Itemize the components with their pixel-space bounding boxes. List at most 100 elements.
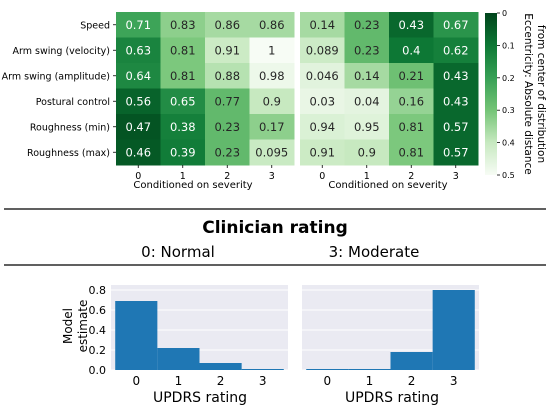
colorbar-tick-label: 0.5	[502, 171, 515, 180]
heatmap-cell-value: 0.98	[259, 69, 285, 83]
y-tick-label: Postural control	[36, 97, 110, 108]
heatmap-cell-value: 0.21	[398, 69, 424, 83]
heatmap-cell-value: 0.81	[398, 120, 424, 134]
heatmap-cell	[300, 37, 345, 64]
heatmap-cell-value: 0.23	[214, 145, 240, 159]
heatmap-cell	[160, 114, 206, 140]
heatmap-1-xlabel: Conditioned on severity	[133, 180, 252, 191]
heatmap-cell-value: 0.62	[443, 43, 469, 57]
heatmap-cell-value: 0.16	[398, 94, 424, 108]
heatmap-severity-0-3: 0.71 0.83 0.86 0.860.63 0.81 0.91 10.64 0.81 0.8…	[2, 12, 295, 182]
y-tick-label: Arm swing (amplitude)	[2, 71, 110, 82]
colorbar-gradient	[485, 13, 497, 175]
x-tick-label: 3	[259, 374, 267, 388]
heatmap-cell	[160, 88, 206, 115]
heatmap-cell-value: 0.14	[309, 18, 335, 32]
bar	[348, 369, 391, 370]
heatmap-cell	[433, 88, 479, 115]
x-tick-label: 3	[269, 171, 275, 182]
colorbar: 0 0.1 0.2 0.3 0.4 0.5 Eccentricity: Absolute …	[485, 9, 547, 180]
heatmap-cell-value: 0.38	[170, 120, 196, 134]
heatmap-cell-value: 0.81	[170, 43, 196, 57]
heatmap-cell	[205, 63, 250, 89]
heatmap-cell	[160, 37, 206, 64]
heatmap-cell	[249, 114, 295, 140]
heatmap-cell	[433, 37, 479, 64]
heatmap-cell	[116, 63, 161, 89]
heatmap-cell-value: 0.089	[306, 43, 339, 57]
heatmap-cell-value: 0.91	[309, 145, 335, 159]
heatmap-cell	[433, 12, 479, 38]
heatmap-cell	[205, 12, 250, 38]
right-panel-title: 3: Moderate	[329, 243, 420, 261]
heatmap-severity-3: 0.14 0.23 0.43 0.67 0.089 0.23 0.4 0.62 0.046 0.1…	[300, 12, 479, 182]
heatmap-cell	[389, 114, 434, 140]
x-tick-label: 2	[408, 171, 414, 182]
colorbar-ticks: 0 0.1 0.2 0.3 0.4 0.5	[497, 9, 515, 180]
heatmap-2-xlabel: Conditioned on severity	[328, 180, 447, 191]
heatmap-cell-value: 0.88	[214, 69, 240, 83]
x-tick-label: 3	[450, 374, 458, 388]
x-tick-label: 1	[175, 374, 183, 388]
heatmap-cell-value: 0.17	[259, 120, 285, 134]
x-tick-label: 0	[132, 374, 140, 388]
left-panel-title: 0: Normal	[141, 243, 215, 261]
heatmap-cell	[116, 37, 161, 64]
heatmap-cell-value: 0.81	[398, 145, 424, 159]
heatmap-cell-value: 0.47	[125, 120, 151, 134]
section-title: Clinician rating	[202, 218, 348, 238]
colorbar-label-line2: from center of distribution	[535, 25, 547, 163]
x-tick-label: 3	[453, 171, 459, 182]
heatmap-cell-value: 0.56	[125, 94, 151, 108]
heatmap-cell-value: 0.04	[354, 94, 380, 108]
colorbar-tick-label: 0.1	[502, 41, 515, 50]
bar	[115, 301, 158, 370]
x-tick-label: 0	[323, 374, 331, 388]
bar	[306, 369, 349, 370]
y-tick-label: Arm swing (velocity)	[13, 46, 110, 57]
heatmap-cell	[344, 139, 390, 166]
bar	[432, 290, 475, 370]
heatmap-cell	[116, 88, 161, 115]
heatmap-cell-value: 1	[268, 43, 275, 57]
heatmap-cell-value: 0.14	[354, 69, 380, 83]
heatmap-cell-value: 0.86	[259, 18, 285, 32]
y-tick-label: Roughness (min)	[30, 122, 110, 133]
colorbar-tick-label: 0.4	[502, 139, 515, 148]
heatmap-cell	[344, 63, 390, 89]
colorbar-tick-label: 0.3	[502, 106, 515, 115]
bar-chart-normal: 0 1 2 3 0.0 0.2 0.4 0.6 0.8	[89, 284, 288, 388]
y-tick-label: 0.0	[89, 364, 107, 377]
x-tick-label: 2	[224, 171, 230, 182]
heatmap-cell	[160, 139, 206, 166]
heatmap-cell-value: 0.63	[125, 43, 151, 57]
bar-ylabel-line1: Model	[61, 308, 75, 344]
bar	[241, 369, 284, 370]
heatmap-cell-value: 0.91	[214, 43, 240, 57]
heatmap-cell	[389, 12, 434, 38]
heatmap-cell-value: 0.77	[214, 94, 240, 108]
bar-1-xlabel: UPDRS rating	[153, 390, 247, 406]
heatmap-cell-value: 0.23	[354, 43, 380, 57]
heatmap-cell	[344, 114, 390, 140]
heatmap-cell-value: 0.9	[263, 94, 281, 108]
heatmap-cell	[160, 63, 206, 89]
heatmap-cell	[389, 139, 434, 166]
heatmap-cell	[116, 139, 161, 166]
heatmap-cell	[344, 12, 390, 38]
bar	[390, 352, 433, 370]
x-tick-label: 1	[366, 374, 374, 388]
heatmap-cell	[344, 37, 390, 64]
heatmap-cell	[389, 63, 434, 89]
heatmap-cell	[300, 88, 345, 115]
heatmap-cell	[249, 63, 295, 89]
y-tick-label: 0.8	[89, 284, 107, 297]
heatmap-cell	[300, 139, 345, 166]
y-tick-label: 0.6	[89, 304, 107, 317]
heatmap-cell-value: 0.83	[170, 18, 196, 32]
heatmap-cell-value: 0.03	[309, 94, 335, 108]
heatmap-cell	[300, 63, 345, 89]
heatmap-cell-value: 0.39	[170, 145, 196, 159]
heatmap-cell-value: 0.86	[214, 18, 240, 32]
